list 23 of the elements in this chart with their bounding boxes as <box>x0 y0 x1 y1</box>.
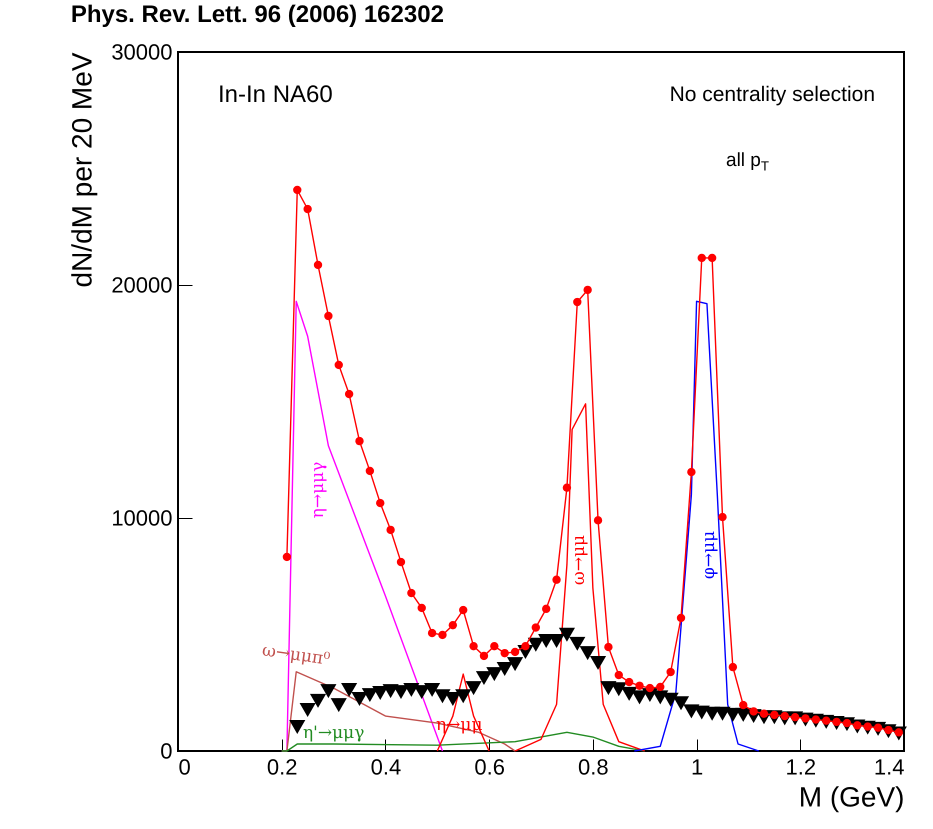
y-tick-label: 10000 <box>111 506 172 530</box>
text: η→μμγ <box>308 462 328 518</box>
y-tick-label: 20000 <box>111 272 172 298</box>
x-tick-label: 0.4 <box>370 754 402 780</box>
y-axis-title: dN/dM per 20 MeV <box>66 52 98 288</box>
text: ω→μμ <box>569 534 589 586</box>
series-label: η'→μμγ <box>303 723 364 743</box>
annotation: No centrality selection <box>670 83 876 106</box>
x-tick-label: 1.4 <box>874 754 904 780</box>
x-tick-label: 0.8 <box>578 754 609 780</box>
annotation: In-In NA60 <box>218 81 333 108</box>
x-tick-label: 0 <box>178 754 191 780</box>
chart-title: Phys. Rev. Lett. 96 (2006) 162302 <box>70 1 444 28</box>
y-tick-label: 30000 <box>111 40 172 64</box>
x-tick-label: 0.2 <box>266 754 298 780</box>
x-tick-label: 1 <box>690 754 704 780</box>
x-tick-label: 1.2 <box>785 754 816 780</box>
y-tick-label: 0 <box>160 738 172 764</box>
text: φ→μμ <box>699 530 719 580</box>
text: ω→μμπ⁰ <box>260 640 332 670</box>
x-axis-title: M (GeV) <box>798 782 904 812</box>
x-tick-label: 0.6 <box>474 754 505 780</box>
line-series <box>634 300 760 752</box>
